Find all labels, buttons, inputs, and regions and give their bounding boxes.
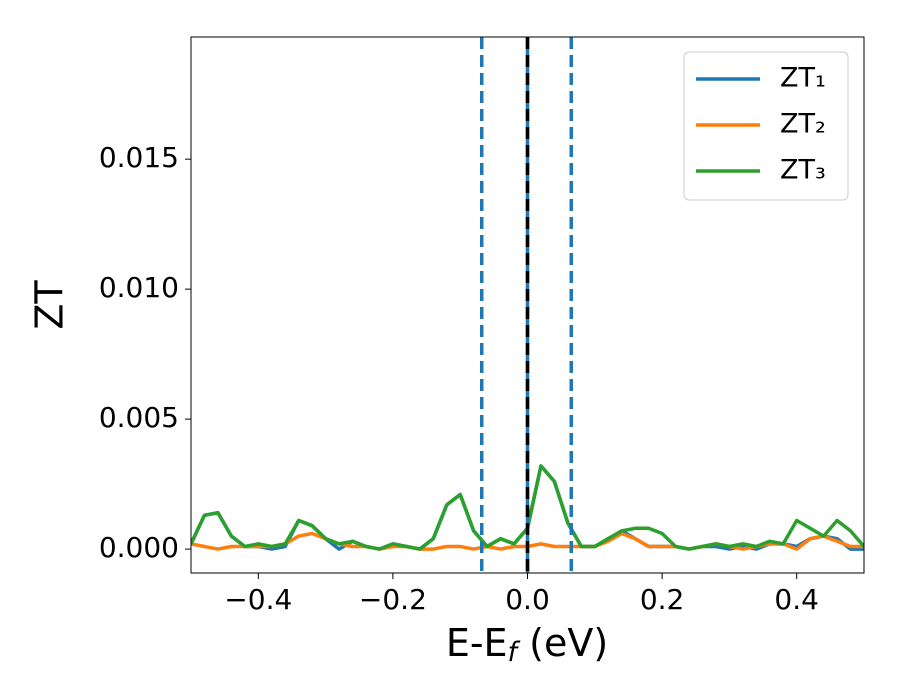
y-tick-label: 0.010 xyxy=(99,271,179,304)
x-tick-label: 0.4 xyxy=(774,583,819,616)
y-tick-label: 0.005 xyxy=(99,401,179,434)
legend-label: ZT₂ xyxy=(780,109,826,140)
legend-box xyxy=(683,51,849,201)
legend-label: ZT₁ xyxy=(780,63,826,94)
y-axis-label: ZT xyxy=(28,280,72,330)
x-tick-label: −0.2 xyxy=(359,583,427,616)
plot-frame xyxy=(190,36,865,574)
x-tick-label: 0.2 xyxy=(640,583,685,616)
x-tick-label: 0.0 xyxy=(505,583,550,616)
x-tick-label: −0.4 xyxy=(224,583,292,616)
y-tick-label: 0.015 xyxy=(99,141,179,174)
legend-label: ZT₃ xyxy=(780,155,826,186)
x-axis-label-main: E-E xyxy=(446,621,508,665)
x-axis-label: E-Ef (eV) xyxy=(446,621,608,668)
y-tick-label: 0.000 xyxy=(99,531,179,564)
x-axis-label-tail: (eV) xyxy=(517,621,608,665)
